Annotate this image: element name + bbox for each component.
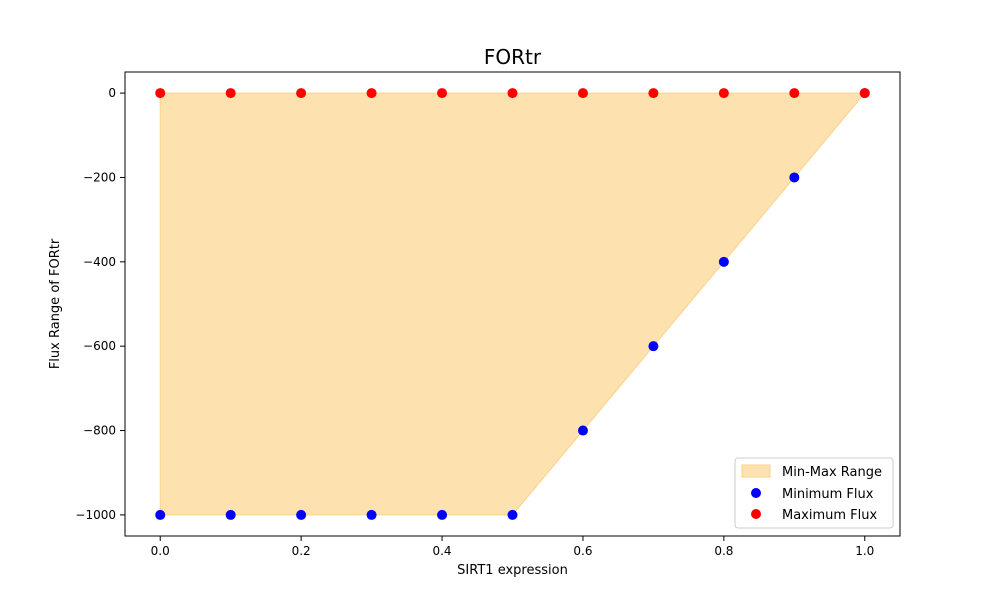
x-axis-label: SIRT1 expression [457,563,568,578]
fill-layer [159,92,866,516]
maximum-flux-point [507,88,518,99]
x-axis-ticks: 0.0 0.2 0.4 0.6 0.8 1.0 [151,536,874,558]
maximum-flux-point [718,88,729,99]
maximum-flux-point [296,88,307,99]
y-axis-label: Flux Range of FORtr [48,238,63,369]
maximum-flux-point [859,88,870,99]
minimum-flux-point [718,256,729,267]
x-tick-label: 0.0 [151,544,170,558]
y-tick-label: 0 [108,86,116,100]
y-tick-label: −200 [83,170,116,184]
y-tick-label: −800 [83,424,116,438]
y-tick-label: −600 [83,339,116,353]
legend-marker-minimum-flux [751,488,761,498]
maximum-flux-point [577,88,588,99]
legend-label-maximum-flux: Maximum Flux [782,508,878,523]
minimum-flux-point [437,509,448,520]
plot-frame [124,71,901,537]
x-tick-label: 1.0 [855,544,874,558]
x-tick-label: 0.8 [714,544,733,558]
chart-title: FORtr [484,45,542,69]
minimum-flux-point [225,509,236,520]
minimum-flux-point [507,509,518,520]
y-tick-label: −400 [83,255,116,269]
legend: Min-Max Range Minimum Flux Maximum Flux [734,457,894,529]
maximum-flux-point [437,88,448,99]
maximum-flux-point [225,88,236,99]
legend-swatch-min-max-range [741,464,771,478]
minimum-flux-point [648,341,659,352]
minimum-flux-point [366,509,377,520]
x-tick-label: 0.2 [292,544,311,558]
minimum-flux-point [155,509,166,520]
maximum-flux-point [155,88,166,99]
legend-label-min-max-range: Min-Max Range [782,465,882,480]
points-layer [155,88,870,520]
y-tick-label: −1000 [75,508,116,522]
legend-label-minimum-flux: Minimum Flux [782,487,874,502]
minimum-flux-point [789,172,800,183]
maximum-flux-point [789,88,800,99]
maximum-flux-point [648,88,659,99]
y-axis-ticks: 0 −200 −400 −600 −800 −1000 [75,86,125,522]
legend-frame [734,457,894,529]
x-tick-label: 0.4 [432,544,451,558]
min-max-range-area [159,92,866,516]
maximum-flux-point [366,88,377,99]
minimum-flux-point [296,509,307,520]
x-tick-label: 0.6 [573,544,592,558]
minimum-flux-point [577,425,588,436]
legend-marker-maximum-flux [751,509,761,519]
